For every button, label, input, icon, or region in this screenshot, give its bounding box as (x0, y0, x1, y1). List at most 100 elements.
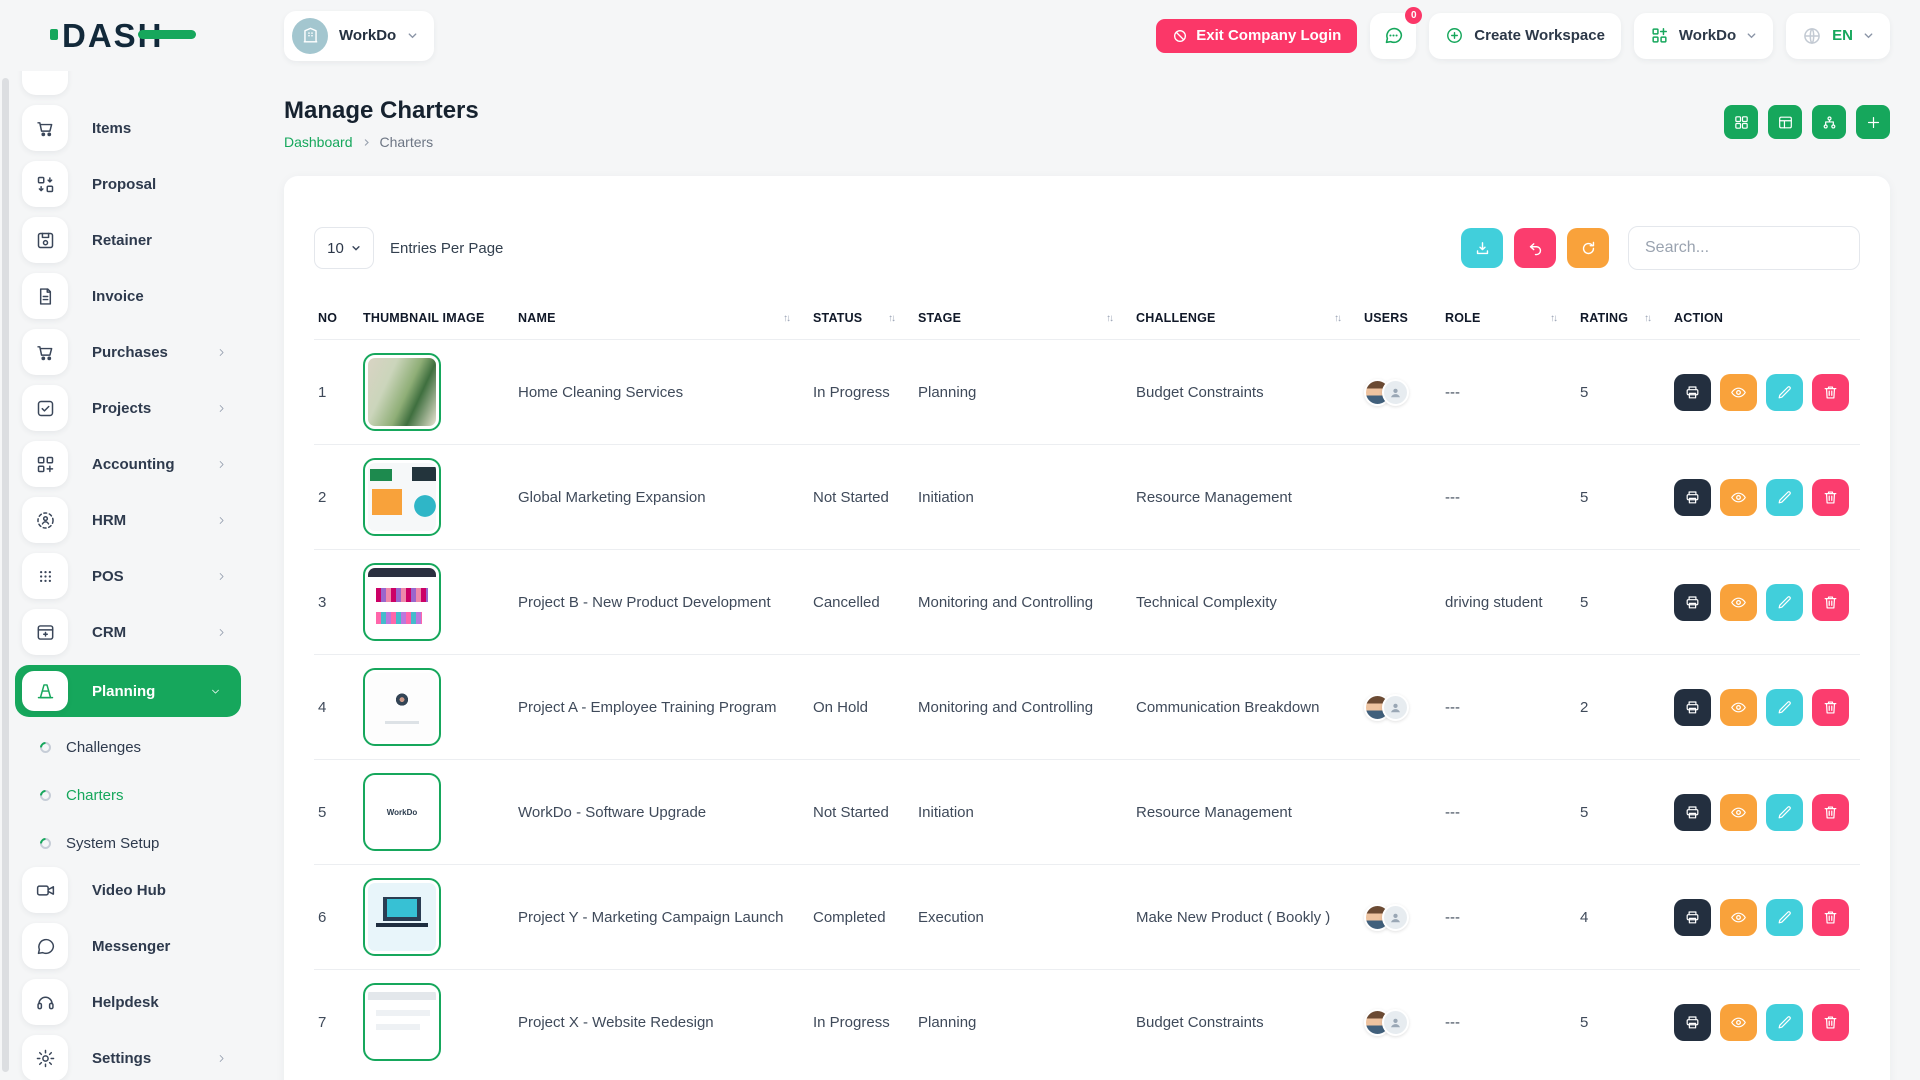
sidebar-item-items[interactable]: Items (22, 105, 255, 151)
sidebar-subitem-charters[interactable]: Charters (22, 771, 255, 819)
thumbnail-image[interactable] (363, 458, 441, 536)
print-button[interactable] (1674, 478, 1711, 516)
edit-button[interactable] (1766, 583, 1803, 621)
column-header-role[interactable]: ROLE ↑↓ (1441, 297, 1576, 340)
language-selector[interactable]: EN (1786, 12, 1890, 59)
delete-button[interactable] (1812, 898, 1849, 936)
add-button[interactable] (1856, 105, 1890, 139)
view-button[interactable] (1720, 1003, 1757, 1041)
sidebar-item-proposal[interactable]: Proposal (22, 161, 255, 207)
entries-per-page-select[interactable]: 10 (314, 227, 374, 269)
view-button[interactable] (1720, 478, 1757, 516)
sidebar-item-settings[interactable]: Settings (22, 1035, 255, 1080)
delete-button[interactable] (1812, 583, 1849, 621)
sidebar-item-label: Proposal (92, 175, 157, 193)
table-view-button[interactable] (1768, 105, 1802, 139)
create-workspace-button[interactable]: Create Workspace (1429, 12, 1621, 59)
thumbnail-image[interactable] (363, 353, 441, 431)
sidebar-item-partial[interactable] (22, 71, 255, 95)
print-button[interactable] (1674, 1003, 1711, 1041)
edit-button[interactable] (1766, 688, 1803, 726)
edit-icon (1776, 489, 1793, 506)
sort-icon[interactable]: ↑↓ (1644, 312, 1652, 324)
column-header-status[interactable]: STATUS ↑↓ (809, 297, 914, 340)
avatar-placeholder[interactable] (1382, 378, 1409, 406)
sidebar-subitem-challenges[interactable]: Challenges (22, 723, 255, 771)
sidebar-item-projects[interactable]: Projects (22, 385, 255, 431)
delete-button[interactable] (1812, 373, 1849, 411)
messages-button[interactable]: 0 (1370, 6, 1423, 59)
retainer-icon (22, 217, 68, 263)
row-actions (1674, 583, 1850, 621)
workdo-menu[interactable]: WorkDo (1633, 12, 1774, 59)
exit-company-login-button[interactable]: Exit Company Login (1156, 18, 1358, 53)
avatar-placeholder[interactable] (1382, 1008, 1409, 1036)
column-header-name[interactable]: NAME ↑↓ (514, 297, 809, 340)
edit-button[interactable] (1766, 793, 1803, 831)
person-icon (1388, 1015, 1403, 1030)
grid-view-button[interactable] (1724, 105, 1758, 139)
charter-name: Project X - Website Redesign (514, 969, 809, 1075)
edit-button[interactable] (1766, 373, 1803, 411)
thumbnail-image[interactable] (363, 563, 441, 641)
sort-icon[interactable]: ↑↓ (783, 312, 791, 324)
charter-challenge: Make New Product ( Bookly ) (1132, 864, 1360, 970)
row-number: 7 (314, 969, 359, 1075)
delete-button[interactable] (1812, 793, 1849, 831)
reset-button[interactable] (1514, 228, 1556, 268)
column-header-rating[interactable]: RATING ↑↓ (1576, 297, 1670, 340)
workspace-switcher[interactable]: WorkDo (284, 10, 435, 61)
sidebar-item-accounting[interactable]: Accounting (22, 441, 255, 487)
sidebar-item-messenger[interactable]: Messenger (22, 923, 255, 969)
column-header-stage[interactable]: STAGE ↑↓ (914, 297, 1132, 340)
delete-button[interactable] (1812, 688, 1849, 726)
sidebar-item-pos[interactable]: POS (22, 553, 255, 599)
charter-stage: Monitoring and Controlling (914, 549, 1132, 655)
print-button[interactable] (1674, 793, 1711, 831)
sidebar-item-invoice[interactable]: Invoice (22, 273, 255, 319)
thumbnail-image[interactable] (363, 668, 441, 746)
view-button[interactable] (1720, 583, 1757, 621)
sidebar-item-video-hub[interactable]: Video Hub (22, 867, 255, 913)
thumbnail-image[interactable] (363, 983, 441, 1062)
thumbnail-image[interactable] (363, 878, 441, 956)
brand-logo[interactable]: DASH (0, 0, 255, 71)
sidebar-item-purchases[interactable]: Purchases (22, 329, 255, 375)
sort-icon[interactable]: ↑↓ (1550, 312, 1558, 324)
add-icon (1865, 114, 1882, 131)
sort-icon[interactable]: ↑↓ (1334, 312, 1342, 324)
edit-button[interactable] (1766, 1003, 1803, 1041)
view-button[interactable] (1720, 688, 1757, 726)
breadcrumb-dashboard-link[interactable]: Dashboard (284, 134, 353, 150)
sidebar-subitem-system-setup[interactable]: System Setup (22, 819, 255, 867)
avatar-placeholder[interactable] (1382, 693, 1409, 721)
thumbnail-image[interactable]: WorkDo (363, 773, 441, 851)
delete-button[interactable] (1812, 1003, 1849, 1041)
view-button[interactable] (1720, 373, 1757, 411)
view-button[interactable] (1720, 898, 1757, 936)
sort-icon[interactable]: ↑↓ (888, 312, 896, 324)
avatar-placeholder[interactable] (1382, 903, 1409, 931)
sidebar-item-hrm[interactable]: HRM (22, 497, 255, 543)
sidebar-item-label: Items (92, 119, 132, 137)
sidebar-item-label: Accounting (92, 455, 175, 473)
edit-button[interactable] (1766, 898, 1803, 936)
print-button[interactable] (1674, 373, 1711, 411)
print-button[interactable] (1674, 688, 1711, 726)
sidebar-item-crm[interactable]: CRM (22, 609, 255, 655)
delete-button[interactable] (1812, 478, 1849, 516)
print-button[interactable] (1674, 583, 1711, 621)
hierarchy-view-button[interactable] (1812, 105, 1846, 139)
sort-icon[interactable]: ↑↓ (1106, 312, 1114, 324)
sidebar-item-helpdesk[interactable]: Helpdesk (22, 979, 255, 1025)
sidebar-item-retainer[interactable]: Retainer (22, 217, 255, 263)
view-button[interactable] (1720, 793, 1757, 831)
sidebar-item-planning[interactable]: Planning (15, 665, 241, 717)
export-download-button[interactable] (1461, 228, 1503, 268)
print-button[interactable] (1674, 898, 1711, 936)
column-header-challenge[interactable]: CHALLENGE ↑↓ (1132, 297, 1360, 340)
edit-button[interactable] (1766, 478, 1803, 516)
search-input[interactable] (1628, 226, 1860, 270)
sidebar-scrollbar[interactable] (2, 78, 9, 1072)
refresh-button[interactable] (1567, 228, 1609, 268)
